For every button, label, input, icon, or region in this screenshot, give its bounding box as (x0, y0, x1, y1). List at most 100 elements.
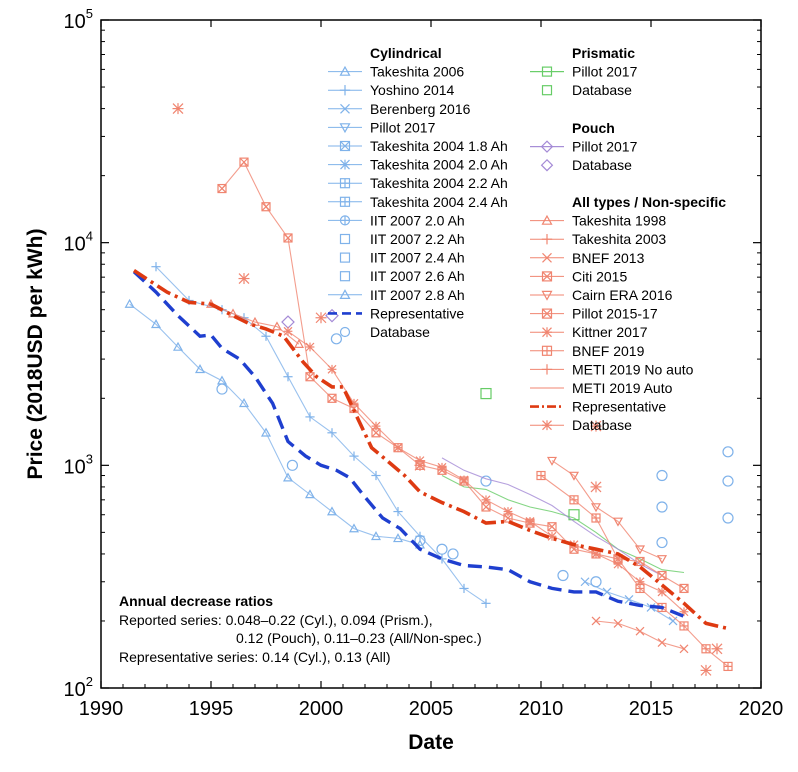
legend-item: Kittner 2017 (530, 324, 648, 340)
legend-title-cylindrical: Cylindrical (370, 45, 442, 61)
legend-item: Cairn ERA 2016 (530, 287, 673, 303)
legend-item: IIT 2007 2.4 Ah (339, 250, 465, 266)
legend-label: Takeshita 1998 (572, 213, 666, 229)
data-point (305, 372, 315, 382)
data-point (525, 516, 535, 526)
y-tick-label: 105 (64, 6, 93, 33)
legend-label: Kittner 2017 (572, 324, 648, 340)
x-axis-title: Date (408, 731, 454, 754)
legend-label: Pillot 2017 (572, 64, 638, 80)
data-point (679, 583, 689, 594)
annotation-line: 0.12 (Pouch), 0.11–0.23 (All/Non-spec.) (236, 630, 482, 646)
series-all-bnef-2019 (536, 470, 733, 672)
legend-label: Takeshita 2004 2.2 Ah (370, 175, 508, 191)
legend-item: Takeshita 2004 2.0 Ah (328, 157, 508, 173)
legend-marker (541, 271, 553, 282)
data-point (282, 472, 294, 482)
data-point (271, 321, 283, 331)
legend-item: Citi 2015 (530, 268, 627, 284)
legend-marker (541, 364, 553, 375)
legend-title-pouch: Pouch (572, 120, 615, 136)
legend-item: Takeshita 1998 (530, 213, 666, 229)
data-point (568, 509, 580, 521)
legend-label: Pillot 2017 (370, 119, 436, 135)
legend-label: Yoshino 2014 (370, 82, 455, 98)
data-point (371, 421, 381, 431)
series-prismatic-prismatic-database (480, 387, 580, 521)
data-point (437, 462, 447, 472)
legend-marker (339, 123, 351, 134)
data-point (216, 383, 228, 395)
data-point (591, 616, 601, 626)
legend-item: Yoshino 2014 (328, 82, 455, 98)
series-pouch-pillot-2017 (441, 457, 663, 576)
legend-marker (541, 345, 553, 356)
legend-item: Pillot 2017 (328, 119, 436, 135)
data-point (414, 459, 426, 471)
data-point (261, 331, 271, 341)
data-point (536, 470, 546, 481)
x-tick-label: 2005 (409, 698, 454, 720)
data-point (227, 308, 239, 318)
data-point (679, 644, 689, 654)
series-line-pouch-pillot-2017 (441, 457, 663, 576)
data-point (590, 420, 602, 432)
legend: Cylindrical Takeshita 2006 Yoshino 2014 Ber… (328, 45, 726, 433)
data-point (393, 443, 403, 453)
data-point (327, 364, 337, 374)
x-tick-label: 2020 (739, 698, 784, 720)
data-point (546, 456, 558, 466)
annotation-line: Reported series: 0.048–0.22 (Cyl.), 0.09… (119, 612, 433, 628)
data-point (217, 183, 227, 194)
legend-label: Representative (370, 305, 464, 321)
data-point (656, 555, 668, 565)
legend-item: Database (530, 417, 632, 433)
legend-label: Berenberg 2016 (370, 101, 471, 117)
legend-marker (339, 178, 351, 189)
data-point (613, 559, 623, 569)
data-point (711, 643, 723, 655)
legend-label: Cairn ERA 2016 (572, 287, 673, 303)
legend-item: IIT 2007 2.2 Ah (339, 231, 465, 247)
legend-item: Database (541, 82, 632, 98)
series-line-all-citi-2015 (221, 161, 685, 589)
data-point (305, 342, 315, 352)
legend-marker (339, 85, 351, 96)
legend-label: Representative (572, 399, 666, 415)
series-cylindrical-representative (132, 270, 685, 618)
legend-item: Representative (328, 305, 464, 321)
legend-marker (540, 158, 554, 172)
x-tick-label: 2010 (519, 698, 564, 720)
legend-item: Takeshita 2004 2.4 Ah (328, 194, 508, 210)
data-point (305, 412, 315, 422)
legend-item: Takeshita 2004 2.2 Ah (328, 175, 508, 191)
data-point (722, 475, 734, 487)
data-point (723, 661, 733, 672)
legend-item: Takeshita 2006 (328, 64, 464, 80)
legend-label: IIT 2007 2.2 Ah (370, 231, 465, 247)
data-point (635, 556, 645, 567)
data-point (172, 341, 184, 351)
data-point (436, 543, 448, 555)
legend-marker (540, 140, 554, 153)
legend-item: IIT 2007 2.8 Ah (328, 287, 465, 303)
legend-label: IIT 2007 2.6 Ah (370, 268, 465, 284)
y-axis-title: Price (2018USD per kWh) (24, 229, 47, 480)
legend-label: Pillot 2017 (572, 139, 638, 155)
legend-marker (541, 308, 553, 319)
legend-marker (339, 196, 351, 207)
series-all-representative (133, 268, 729, 631)
data-point (624, 594, 634, 604)
data-point (370, 531, 382, 541)
data-point (590, 481, 602, 493)
legend-item: BNEF 2019 (530, 343, 645, 359)
legend-title-prismatic: Prismatic (572, 45, 635, 61)
data-point (656, 501, 668, 513)
legend-marker (339, 252, 351, 263)
data-point (414, 534, 426, 547)
data-point (315, 312, 327, 324)
legend-marker (542, 252, 552, 263)
legend-label: Database (572, 157, 632, 173)
legend-item: Database (540, 157, 632, 173)
data-point (349, 451, 359, 461)
